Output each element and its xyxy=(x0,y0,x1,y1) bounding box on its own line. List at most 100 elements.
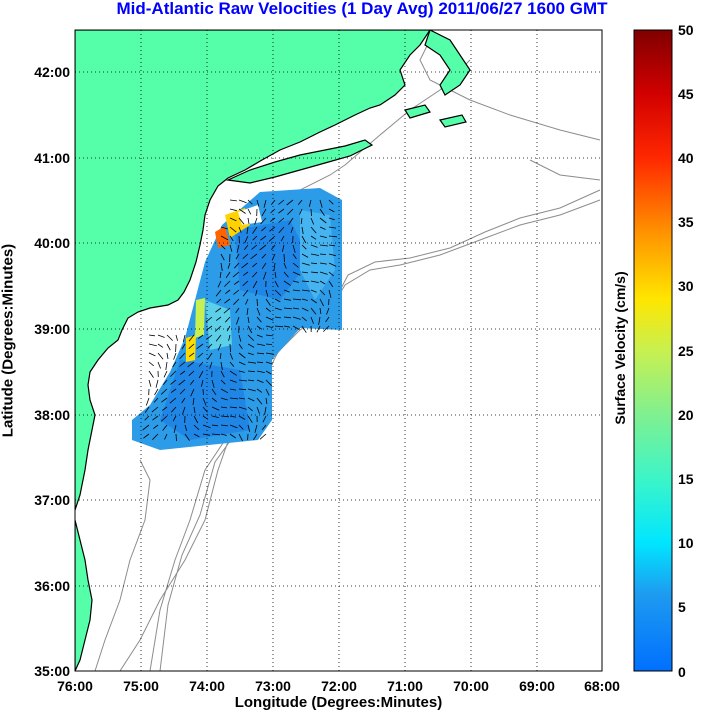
velocity-arrow xyxy=(148,361,154,367)
velocity-arrow xyxy=(211,397,217,403)
velocity-arrow xyxy=(184,424,188,431)
colorbar-tick-label: 35 xyxy=(678,214,694,230)
velocity-arrow xyxy=(214,325,222,332)
velocity-arrow xyxy=(283,253,285,263)
velocity-arrow xyxy=(202,406,208,413)
velocity-arrow xyxy=(193,406,196,413)
velocity-arrow xyxy=(278,208,285,214)
velocity-arrow xyxy=(301,298,308,301)
velocity-arrow xyxy=(261,226,267,232)
x-tick-label: 70:00 xyxy=(453,678,489,694)
velocity-arrow xyxy=(274,316,281,319)
velocity-arrow xyxy=(280,235,285,242)
velocity-arrow xyxy=(189,379,195,385)
velocity-arrow xyxy=(155,379,159,388)
velocity-arrow xyxy=(301,226,304,234)
velocity-arrow xyxy=(261,424,267,430)
velocity-arrow xyxy=(301,316,307,322)
velocity-arrow xyxy=(283,307,293,310)
velocity-arrow xyxy=(265,352,274,355)
velocity-arrow xyxy=(238,388,247,391)
velocity-arrow xyxy=(238,199,247,204)
velocity-arrow xyxy=(310,307,317,315)
velocity-arrow xyxy=(229,397,239,400)
velocity-arrow xyxy=(152,433,159,440)
velocity-arrow xyxy=(247,379,254,382)
velocity-arrow xyxy=(142,424,150,431)
velocity-arrow xyxy=(292,253,297,260)
velocity-arrow xyxy=(288,217,294,225)
graticule-grid xyxy=(75,30,602,671)
velocity-arrow xyxy=(229,226,237,233)
velocity-arrow xyxy=(310,253,319,256)
velocity-arrow xyxy=(144,415,150,421)
velocity-arrow xyxy=(151,406,159,413)
velocity-arrow xyxy=(220,370,225,378)
velocity-arrow xyxy=(274,325,284,328)
velocity-arrow xyxy=(211,406,220,411)
velocity-arrow xyxy=(260,235,267,241)
velocity-arrow xyxy=(273,262,276,271)
velocity-arrow xyxy=(261,208,267,217)
velocity-arrow xyxy=(274,271,277,278)
velocity-arrow xyxy=(328,235,338,238)
colorbar-tick-label: 0 xyxy=(678,664,686,680)
velocity-arrow xyxy=(238,406,247,410)
velocity-arrow xyxy=(171,406,177,413)
velocity-arrow xyxy=(319,271,328,275)
velocity-arrow xyxy=(238,352,246,359)
velocity-arrow xyxy=(238,343,243,350)
velocity-arrow xyxy=(319,253,327,255)
velocity-arrow xyxy=(265,316,274,321)
y-tick-label: 40:00 xyxy=(34,235,70,251)
velocity-arrow xyxy=(215,307,222,313)
velocity-arrow xyxy=(319,208,325,216)
velocity-arrow xyxy=(292,316,301,320)
velocity-arrow xyxy=(316,325,321,333)
velocity-arrow xyxy=(220,415,230,418)
velocity-arrow xyxy=(229,424,238,429)
velocity-arrow xyxy=(301,289,310,292)
x-tick-label: 73:00 xyxy=(255,678,291,694)
land-delmarva xyxy=(75,519,93,671)
velocity-arrow xyxy=(254,424,258,433)
velocity-arrow xyxy=(318,316,321,325)
velocity-arrow xyxy=(265,298,271,306)
velocity-arrow xyxy=(181,397,186,404)
velocity-arrow xyxy=(256,199,260,207)
velocity-arrow xyxy=(220,388,229,394)
map-title: Mid-Atlantic Raw Velocities (1 Day Avg) … xyxy=(116,0,608,18)
velocity-arrow xyxy=(211,388,217,396)
x-tick-label: 68:00 xyxy=(584,678,620,694)
plot-frame xyxy=(74,29,603,672)
velocity-arrow xyxy=(229,352,234,360)
velocity-arrow xyxy=(242,271,249,276)
velocity-arrow xyxy=(265,397,268,404)
velocity-arrow xyxy=(278,199,285,205)
velocity-arrow xyxy=(220,361,223,370)
velocity-arrow xyxy=(247,424,251,432)
velocity-arrow xyxy=(229,370,237,376)
y-tick-label: 36:00 xyxy=(34,578,70,594)
x-tick-label: 74:00 xyxy=(189,678,225,694)
velocity-arrow xyxy=(310,289,317,293)
velocity-arrow xyxy=(256,370,265,373)
colorbar-tick-label: 15 xyxy=(678,471,694,487)
velocity-arrow xyxy=(145,397,150,406)
land-cape-cod xyxy=(424,30,471,96)
velocity-arrow xyxy=(193,415,199,424)
velocity-arrow xyxy=(173,352,177,360)
velocity-arrow xyxy=(301,325,307,333)
velocity-arrow xyxy=(229,388,236,391)
velocity-arrow xyxy=(220,406,227,409)
velocity-arrow xyxy=(172,415,177,422)
velocity-arrow xyxy=(206,334,213,340)
velocity-arrow xyxy=(238,208,246,214)
velocity-arrow xyxy=(198,334,204,340)
velocity-arrow xyxy=(220,244,226,250)
velocity-arrow xyxy=(328,217,335,221)
velocity-arrow xyxy=(243,244,249,250)
velocity-arrow xyxy=(215,316,222,321)
velocity-arrow xyxy=(310,262,318,265)
velocity-arrow xyxy=(238,361,246,366)
